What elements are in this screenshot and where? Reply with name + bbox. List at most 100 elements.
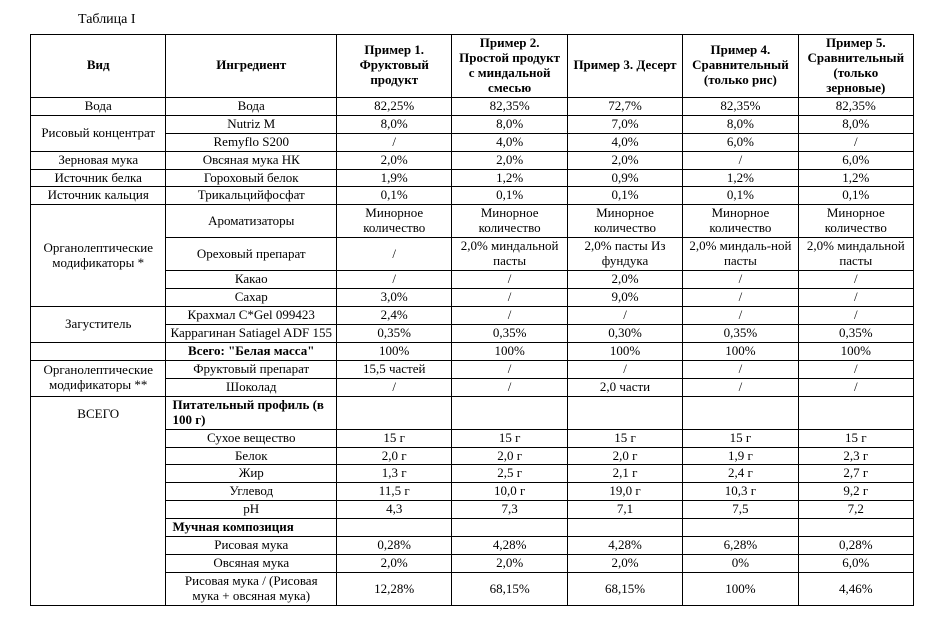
cell: 4,46% <box>798 573 913 606</box>
cell: Рисовая мука / (Рисовая мука + овсяная м… <box>166 573 337 606</box>
cell: Какао <box>166 271 337 289</box>
cell: 72,7% <box>567 97 682 115</box>
h-ing: Ингредиент <box>166 35 337 98</box>
cell <box>452 396 567 429</box>
cell: 1,9% <box>337 169 452 187</box>
cell: Органолептические модификаторы * <box>31 205 166 307</box>
cell: / <box>337 133 452 151</box>
cell: 4,28% <box>452 537 567 555</box>
cell <box>683 519 798 537</box>
cell: 9,2 г <box>798 483 913 501</box>
cell: 100% <box>452 342 567 360</box>
cell: 8,0% <box>337 115 452 133</box>
cell <box>337 396 452 429</box>
cell: 7,2 <box>798 501 913 519</box>
h-p1: Пример 1. Фруктовый продукт <box>337 35 452 98</box>
cell: 2,0% миндальной пасты <box>798 238 913 271</box>
cell: Шоколад <box>166 378 337 396</box>
cell: 2,0% пасты Из фундука <box>567 238 682 271</box>
cell: 0,1% <box>798 187 913 205</box>
cell: 7,1 <box>567 501 682 519</box>
cell: 2,0% <box>337 555 452 573</box>
cell: 15 г <box>337 429 452 447</box>
cell: Сухое вещество <box>166 429 337 447</box>
cell: Питательный профиль (в 100 г) <box>166 396 337 429</box>
cell: Минорное количество <box>798 205 913 238</box>
cell <box>337 519 452 537</box>
cell: / <box>683 360 798 378</box>
cell: 2,5 г <box>452 465 567 483</box>
cell: 15 г <box>798 429 913 447</box>
cell: 3,0% <box>337 289 452 307</box>
cell: 15,5 частей <box>337 360 452 378</box>
cell: 8,0% <box>452 115 567 133</box>
cell: 0,28% <box>337 537 452 555</box>
cell: 2,0% <box>337 151 452 169</box>
cell: ВСЕГО <box>31 396 166 605</box>
cell: 2,0% миндальной пасты <box>452 238 567 271</box>
cell: Вода <box>166 97 337 115</box>
cell: Вода <box>31 97 166 115</box>
cell: 10,0 г <box>452 483 567 501</box>
cell: Гороховый белок <box>166 169 337 187</box>
cell: 100% <box>337 342 452 360</box>
cell: Овсяная мука <box>166 555 337 573</box>
cell: Мучная композиция <box>166 519 337 537</box>
cell: 6,0% <box>683 133 798 151</box>
cell: 2,4 г <box>683 465 798 483</box>
cell <box>798 396 913 429</box>
cell: Фруктовый препарат <box>166 360 337 378</box>
cell: Сахар <box>166 289 337 307</box>
cell: / <box>337 271 452 289</box>
cell: Минорное количество <box>452 205 567 238</box>
cell: 4,3 <box>337 501 452 519</box>
cell: 19,0 г <box>567 483 682 501</box>
cell: 15 г <box>683 429 798 447</box>
cell: 0,1% <box>683 187 798 205</box>
row-nut-profile: ВСЕГО Питательный профиль (в 100 г) <box>31 396 914 429</box>
cell: Remyflo S200 <box>166 133 337 151</box>
h-p5: Пример 5. Сравнительный (только зерновые… <box>798 35 913 98</box>
cell: / <box>683 307 798 325</box>
row-water: Вода Вода 82,25% 82,35% 72,7% 82,35% 82,… <box>31 97 914 115</box>
cell: 2,0 г <box>337 447 452 465</box>
cell: Минорное количество <box>683 205 798 238</box>
cell: 4,0% <box>567 133 682 151</box>
cell: / <box>798 307 913 325</box>
cell: 11,5 г <box>337 483 452 501</box>
cell: 12,28% <box>337 573 452 606</box>
cell: 0,35% <box>798 324 913 342</box>
header-row: Вид Ингредиент Пример 1. Фруктовый проду… <box>31 35 914 98</box>
cell: 1,9 г <box>683 447 798 465</box>
cell <box>683 396 798 429</box>
cell: / <box>798 360 913 378</box>
cell: Трикальцийфосфат <box>166 187 337 205</box>
cell: / <box>683 271 798 289</box>
cell: 7,5 <box>683 501 798 519</box>
cell: / <box>337 238 452 271</box>
cell: Источник белка <box>31 169 166 187</box>
cell: 4,28% <box>567 537 682 555</box>
cell: Минорное количество <box>337 205 452 238</box>
cell: / <box>567 360 682 378</box>
cell: Белок <box>166 447 337 465</box>
cell: Органолептические модификаторы ** <box>31 360 166 396</box>
cell: Овсяная мука НК <box>166 151 337 169</box>
data-table: Вид Ингредиент Пример 1. Фруктовый проду… <box>30 34 914 606</box>
cell: Nutriz M <box>166 115 337 133</box>
cell: 2,0% <box>567 151 682 169</box>
cell: 2,0 части <box>567 378 682 396</box>
cell: Углевод <box>166 483 337 501</box>
cell: 10,3 г <box>683 483 798 501</box>
cell: 2,0% миндаль-ной пасты <box>683 238 798 271</box>
cell: 15 г <box>567 429 682 447</box>
cell: 82,35% <box>452 97 567 115</box>
row-nutriz: Рисовый концентрат Nutriz M 8,0% 8,0% 7,… <box>31 115 914 133</box>
cell: 2,7 г <box>798 465 913 483</box>
cell: / <box>337 378 452 396</box>
cell: 15 г <box>452 429 567 447</box>
cell: 68,15% <box>452 573 567 606</box>
cell <box>798 519 913 537</box>
h-p3: Пример 3. Десерт <box>567 35 682 98</box>
cell: 8,0% <box>683 115 798 133</box>
